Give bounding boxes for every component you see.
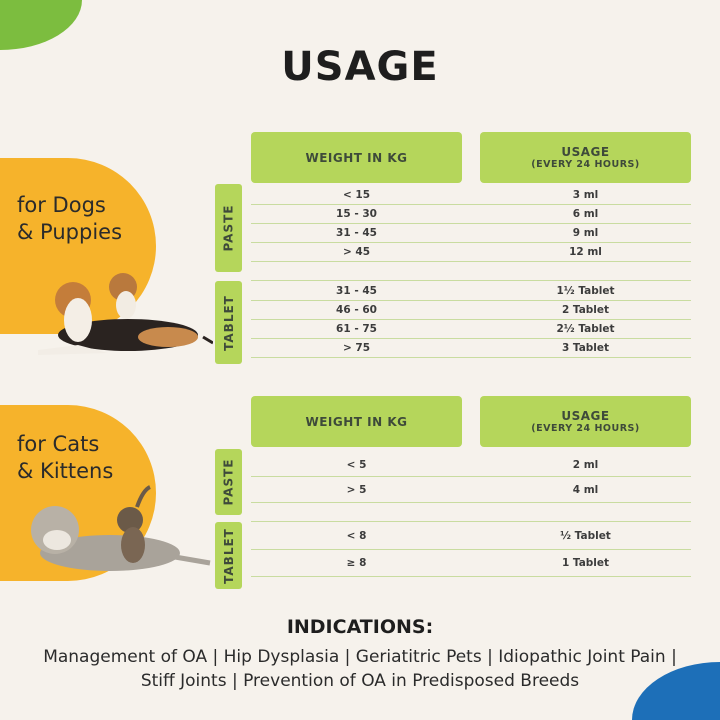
weight-cell: < 8: [346, 529, 367, 542]
weight-cell: ≥ 8: [346, 557, 367, 569]
dogs-paste-label: PASTE: [215, 184, 242, 272]
header-usage-text: USAGE: [561, 409, 610, 423]
table-row: 31 - 45 9 ml: [251, 224, 691, 243]
paste-label-text: PASTE: [221, 204, 236, 252]
cats-label-line2: & Kittens: [17, 459, 114, 483]
dogs-label-line1: for Dogs: [17, 193, 106, 217]
indications-title: INDICATIONS:: [286, 616, 434, 638]
dogs-label: for Dogs & Puppies: [17, 192, 122, 246]
usage-cell: 4 ml: [572, 483, 599, 496]
tablet-label-text: TABLET: [221, 294, 236, 351]
corner-green-decoration: [0, 0, 82, 50]
usage-cell: 3 Tablet: [561, 342, 610, 354]
table-row: 61 - 75 2½ Tablet: [251, 320, 691, 339]
weight-cell: 46 - 60: [336, 304, 377, 316]
header-usage-sub: (EVERY 24 HOURS): [531, 423, 640, 434]
page-title: USAGE: [281, 44, 439, 90]
usage-cell: 2 Tablet: [561, 304, 610, 316]
header-usage-text: USAGE: [561, 145, 610, 159]
weight-cell: > 5: [346, 483, 367, 496]
cats-paste-label: PASTE: [215, 449, 242, 515]
dog-puppy-image: [38, 273, 213, 355]
usage-cell: 1½ Tablet: [556, 284, 615, 297]
cats-label-line1: for Cats: [17, 432, 100, 456]
weight-cell: 31 - 45: [336, 284, 377, 297]
usage-cell: 3 ml: [572, 189, 599, 201]
usage-cell: 6 ml: [572, 208, 599, 220]
weight-cell: 15 - 30: [336, 208, 377, 220]
header-weight-text: WEIGHT IN KG: [305, 414, 408, 429]
table-row: ≥ 8 1 Tablet: [251, 550, 691, 577]
cats-label: for Cats & Kittens: [17, 431, 113, 485]
usage-cell: 9 ml: [572, 227, 599, 239]
table-spacer: [251, 503, 691, 522]
table-row: > 5 4 ml: [251, 477, 691, 503]
paste-label-text: PASTE: [221, 458, 236, 506]
header-weight-text: WEIGHT IN KG: [305, 150, 408, 165]
table-row: < 8 ½ Tablet: [251, 522, 691, 550]
cat-kitten-image: [31, 485, 211, 571]
usage-cell: ½ Tablet: [560, 529, 611, 542]
table-row: > 45 12 ml: [251, 243, 691, 262]
usage-cell: 12 ml: [569, 246, 602, 258]
cats-tablet-label: TABLET: [215, 522, 242, 589]
dogs-header-usage: USAGE (EVERY 24 HOURS): [480, 132, 691, 183]
indications-text: Management of OA | Hip Dysplasia | Geria…: [43, 647, 677, 691]
table-row: < 15 3 ml: [251, 186, 691, 205]
table-row: 15 - 30 6 ml: [251, 205, 691, 224]
weight-cell: 61 - 75: [336, 323, 377, 335]
header-usage-sub: (EVERY 24 HOURS): [531, 159, 640, 170]
table-row: 46 - 60 2 Tablet: [251, 301, 691, 320]
tablet-label-text: TABLET: [221, 527, 236, 584]
weight-cell: < 5: [346, 458, 367, 471]
dogs-label-line2: & Puppies: [17, 220, 123, 244]
weight-cell: 31 - 45: [336, 227, 377, 239]
table-row: 31 - 45 1½ Tablet: [251, 281, 691, 301]
table-row: < 5 2 ml: [251, 453, 691, 477]
weight-cell: > 75: [342, 342, 371, 354]
usage-cell: 2 ml: [572, 458, 599, 471]
table-row: > 75 3 Tablet: [251, 339, 691, 358]
cats-header-weight: WEIGHT IN KG: [251, 396, 462, 447]
dogs-tablet-label: TABLET: [215, 281, 242, 364]
weight-cell: > 45: [342, 246, 371, 258]
weight-cell: < 15: [342, 189, 371, 201]
usage-cell: 1 Tablet: [561, 557, 610, 569]
usage-cell: 2½ Tablet: [556, 323, 615, 335]
table-spacer: [251, 262, 691, 281]
cats-header-usage: USAGE (EVERY 24 HOURS): [480, 396, 691, 447]
dogs-header-weight: WEIGHT IN KG: [251, 132, 462, 183]
